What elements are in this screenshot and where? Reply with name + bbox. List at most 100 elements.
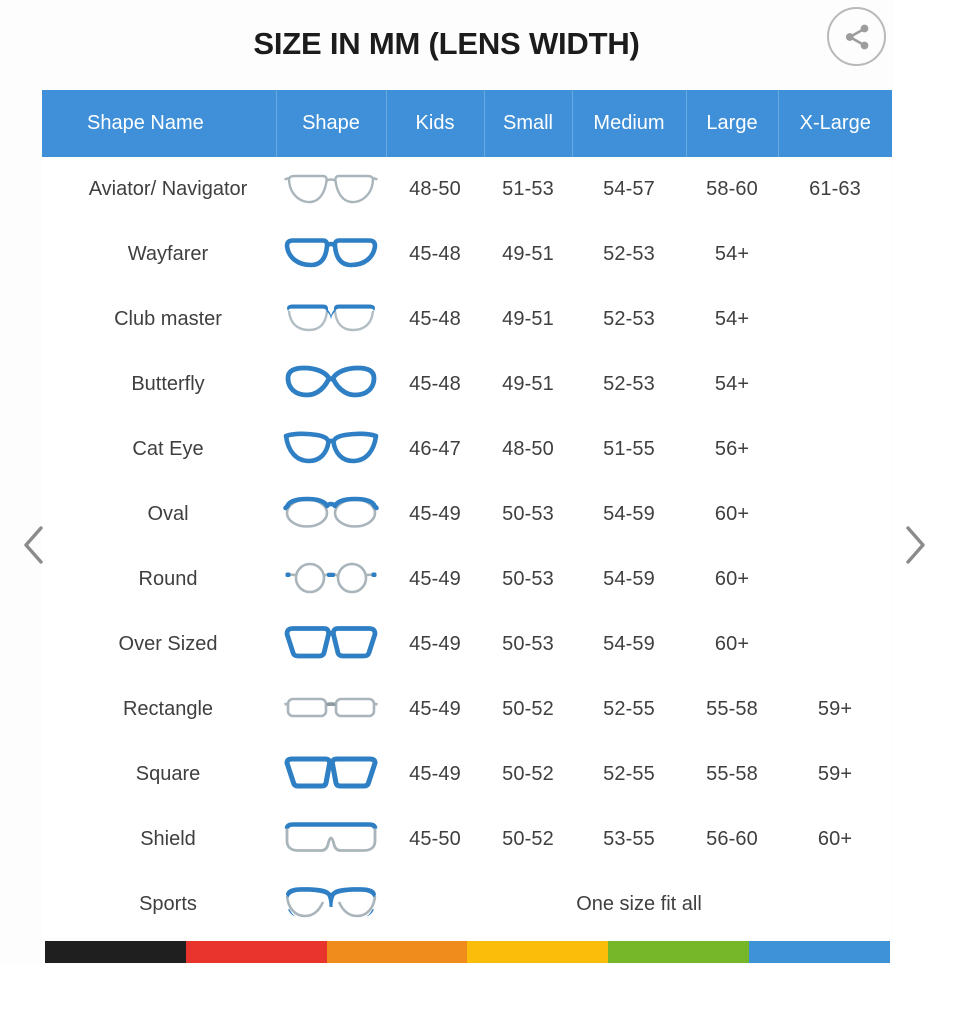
color-swatch-bar	[45, 941, 890, 963]
oval-glasses-icon	[276, 494, 386, 536]
shape-icon-cell	[276, 222, 386, 287]
size-xlarge-cell	[778, 547, 892, 612]
table-row: Rectangle	[42, 677, 892, 742]
size-kids-cell: 45-49	[386, 482, 484, 547]
shape-icon-cell	[276, 807, 386, 872]
size-medium-cell: 51-55	[572, 417, 686, 482]
size-large-cell: 54+	[686, 287, 778, 352]
size-large-cell: 55-58	[686, 742, 778, 807]
shape-name-cell: Rectangle	[42, 677, 276, 742]
share-button[interactable]	[827, 7, 886, 66]
table-row: Round	[42, 547, 892, 612]
size-kids-cell: 45-49	[386, 742, 484, 807]
shield-glasses-icon	[276, 819, 386, 861]
column-header-small[interactable]: Small	[484, 90, 573, 157]
table-row: Oval	[42, 482, 892, 547]
cateye-glasses-icon	[276, 429, 386, 471]
size-medium-cell: 53-55	[572, 807, 686, 872]
size-small-cell: 50-53	[484, 547, 572, 612]
size-medium-cell: 52-55	[572, 677, 686, 742]
size-large-cell: 60+	[686, 482, 778, 547]
table-row: Wayfarer	[42, 222, 892, 287]
shape-icon-cell	[276, 287, 386, 352]
size-small-cell: 51-53	[484, 157, 572, 222]
size-xlarge-cell: 59+	[778, 677, 892, 742]
size-kids-cell: 45-49	[386, 612, 484, 677]
column-header-medium[interactable]: Medium	[572, 90, 687, 157]
column-header-shape[interactable]: Shape	[276, 90, 387, 157]
chevron-right-icon	[906, 526, 925, 564]
size-small-cell: 50-53	[484, 612, 572, 677]
size-large-cell: 56+	[686, 417, 778, 482]
table-row: Square	[42, 742, 892, 807]
size-small-cell: 48-50	[484, 417, 572, 482]
shape-icon-cell	[276, 872, 386, 937]
shape-name-cell: Shield	[42, 807, 276, 872]
page-title-text: SIZE IN MM (LENS WIDTH)	[253, 26, 640, 61]
rectangle-glasses-icon	[276, 689, 386, 731]
previous-image-button[interactable]	[8, 516, 58, 574]
size-chart-table: Shape Name Shape Kids Small Medium Large…	[42, 90, 892, 937]
shape-icon-cell	[276, 482, 386, 547]
butterfly-glasses-icon	[276, 364, 386, 406]
size-kids-cell: 46-47	[386, 417, 484, 482]
size-chart-table-wrap: Shape Name Shape Kids Small Medium Large…	[42, 90, 892, 937]
table-row: Over Sized	[42, 612, 892, 677]
size-xlarge-cell	[778, 417, 892, 482]
size-large-cell: 56-60	[686, 807, 778, 872]
shape-name-cell: Club master	[42, 287, 276, 352]
shape-name-cell: Cat Eye	[42, 417, 276, 482]
size-medium-cell: 52-55	[572, 742, 686, 807]
table-row: Cat Eye	[42, 417, 892, 482]
color-swatch-black	[45, 941, 186, 963]
size-large-cell: 58-60	[686, 157, 778, 222]
shape-name-cell: Over Sized	[42, 612, 276, 677]
shape-icon-cell	[276, 417, 386, 482]
size-medium-cell: 54-59	[572, 612, 686, 677]
size-medium-cell: 52-53	[572, 287, 686, 352]
sports-glasses-icon	[276, 884, 386, 926]
size-small-cell: 49-51	[484, 352, 572, 417]
table-row: Butterfly	[42, 352, 892, 417]
size-xlarge-cell	[778, 287, 892, 352]
size-xlarge-cell: 59+	[778, 742, 892, 807]
shape-name-cell: Sports	[42, 872, 276, 937]
size-large-cell: 54+	[686, 352, 778, 417]
page-title: SIZE IN MM (LENS WIDTH)	[0, 16, 893, 72]
table-body: Aviator/ Navigator	[42, 157, 892, 937]
size-medium-cell: 54-57	[572, 157, 686, 222]
size-kids-cell: 45-48	[386, 287, 484, 352]
column-header-kids[interactable]: Kids	[386, 90, 485, 157]
clubmaster-glasses-icon	[276, 299, 386, 341]
shape-icon-cell	[276, 547, 386, 612]
size-large-cell: 54+	[686, 222, 778, 287]
column-header-xlarge[interactable]: X-Large	[778, 90, 892, 157]
size-small-cell: 50-52	[484, 677, 572, 742]
shape-icon-cell	[276, 677, 386, 742]
chevron-left-icon	[24, 526, 43, 564]
size-medium-cell: 52-53	[572, 352, 686, 417]
size-small-cell: 49-51	[484, 222, 572, 287]
shape-name-cell: Aviator/ Navigator	[42, 157, 276, 222]
size-small-cell: 50-53	[484, 482, 572, 547]
size-kids-cell: 45-49	[386, 547, 484, 612]
aviator-glasses-icon	[276, 169, 386, 211]
size-kids-cell: 45-50	[386, 807, 484, 872]
table-row: Aviator/ Navigator	[42, 157, 892, 222]
shape-icon-cell	[276, 742, 386, 807]
size-xlarge-cell	[778, 352, 892, 417]
size-kids-cell: 45-49	[386, 677, 484, 742]
next-image-button[interactable]	[890, 516, 940, 574]
round-glasses-icon	[276, 559, 386, 601]
column-header-large[interactable]: Large	[686, 90, 779, 157]
color-swatch-green	[608, 941, 750, 963]
shape-name-cell: Butterfly	[42, 352, 276, 417]
size-xlarge-cell	[778, 222, 892, 287]
size-small-cell: 50-52	[484, 742, 572, 807]
column-header-shape-name[interactable]: Shape Name	[42, 90, 277, 157]
size-small-cell: 50-52	[484, 807, 572, 872]
color-swatch-red	[185, 941, 327, 963]
size-kids-cell: 45-48	[386, 352, 484, 417]
shape-name-cell: Round	[42, 547, 276, 612]
